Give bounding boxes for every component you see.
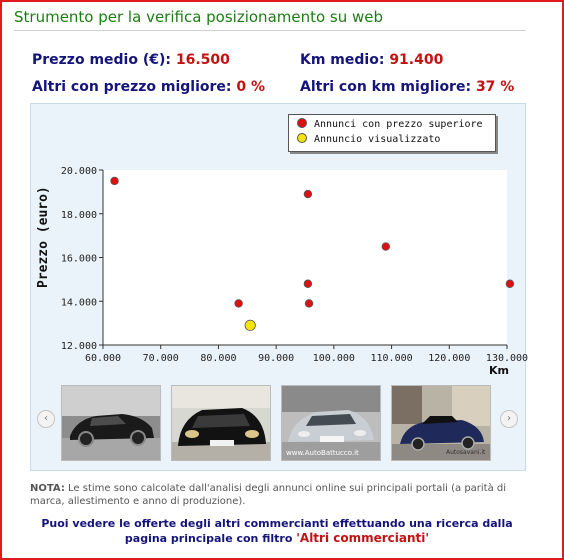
- x-axis-label: Km: [489, 364, 509, 377]
- x-tick-label: 130.000: [486, 353, 528, 364]
- x-tick-label: 120.000: [428, 353, 470, 364]
- scatter-chart: 60.000 70.000 80.000 90.000 100.000 110.000 12…: [61, 166, 528, 364]
- note-body: Le stime sono calcolate dall'analisi deg…: [30, 483, 507, 507]
- car-thumbnail-4[interactable]: Autosavani.it: [391, 385, 491, 461]
- chart-legend: Annunci con prezzo superiore Annuncio vi…: [288, 114, 496, 152]
- altri-prezzo-value: 0 %: [236, 79, 266, 95]
- x-tick-label: 70.000: [143, 353, 179, 364]
- altri-commercianti-link[interactable]: 'Altri commercianti': [296, 531, 430, 545]
- y-axis-label: Prezzo (euro): [36, 186, 51, 288]
- page-title: Strumento per la verifica posizionamento…: [14, 8, 384, 26]
- chevron-right-icon: ›: [507, 413, 511, 424]
- legend-label-visualizzato: Annuncio visualizzato: [314, 134, 441, 145]
- altri-km-stat: Altri con km migliore: 37 %: [300, 79, 514, 95]
- data-point-superiore: [381, 242, 390, 251]
- data-point-visualizzato: [244, 319, 256, 331]
- car-photo-2: [172, 386, 270, 460]
- prezzo-medio-value: 16.500: [175, 52, 230, 68]
- km-medio-value: 91.400: [389, 52, 444, 68]
- legend-label-superiore: Annunci con prezzo superiore: [314, 119, 483, 130]
- data-point-superiore: [234, 299, 243, 308]
- carousel-next-button[interactable]: ›: [500, 410, 518, 428]
- x-tick-label: 90.000: [258, 353, 294, 364]
- title-divider: [14, 30, 526, 31]
- cta-message: Puoi vedere le offerte degli altri comme…: [30, 516, 524, 546]
- altri-km-label: Altri con km migliore:: [300, 79, 472, 95]
- note-label: NOTA:: [30, 483, 65, 494]
- car-thumbnail-2[interactable]: [171, 385, 271, 461]
- altri-prezzo-label: Altri con prezzo migliore:: [32, 79, 232, 95]
- cta-text: Puoi vedere le offerte degli altri comme…: [41, 517, 513, 545]
- data-point-superiore: [303, 189, 313, 199]
- altri-prezzo-stat: Altri con prezzo migliore: 0 %: [32, 79, 265, 95]
- prezzo-medio-stat: Prezzo medio (€): 16.500: [32, 52, 230, 68]
- x-tick-label: 110.000: [370, 353, 412, 364]
- car-thumbnail-1[interactable]: [61, 385, 161, 461]
- data-point-superiore: [303, 279, 313, 288]
- legend-item-superiore: Annunci con prezzo superiore: [297, 118, 483, 130]
- data-point-superiore: [505, 279, 515, 288]
- plot-area: [103, 170, 507, 345]
- car-photo-3-watermark: www.AutoBattucco.it: [286, 449, 359, 457]
- x-tick-label: 80.000: [200, 353, 236, 364]
- km-medio-stat: Km medio: 91.400: [300, 52, 443, 68]
- legend-item-visualizzato: Annuncio visualizzato: [297, 133, 440, 145]
- prezzo-medio-label: Prezzo medio (€):: [32, 52, 171, 68]
- carousel-prev-button[interactable]: ‹: [37, 410, 55, 428]
- y-tick-label: 16.000: [61, 254, 97, 265]
- data-point-superiore: [304, 299, 314, 308]
- y-tick-label: 12.000: [61, 341, 97, 352]
- altri-km-value: 37 %: [475, 79, 515, 95]
- note-text: NOTA: Le stime sono calcolate dall'anali…: [30, 482, 530, 508]
- legend-marker-visualizzato: [297, 133, 307, 143]
- legend-marker-superiore: [297, 118, 307, 128]
- car-photo-4-watermark: Autosavani.it: [446, 449, 486, 456]
- car-thumbnail-3[interactable]: www.AutoBattucco.it: [281, 385, 381, 461]
- chevron-left-icon: ‹: [44, 413, 48, 424]
- data-point-superiore: [110, 176, 119, 186]
- x-tick-label: 100.000: [313, 353, 355, 364]
- car-photo-3: [282, 386, 380, 460]
- y-tick-label: 14.000: [61, 297, 97, 308]
- x-tick-label: 60.000: [85, 353, 121, 364]
- y-tick-label: 18.000: [61, 210, 97, 221]
- car-photo-4: [392, 386, 490, 460]
- car-photo-1: [62, 386, 160, 460]
- km-medio-label: Km medio:: [300, 52, 385, 68]
- y-tick-label: 20.000: [61, 166, 97, 177]
